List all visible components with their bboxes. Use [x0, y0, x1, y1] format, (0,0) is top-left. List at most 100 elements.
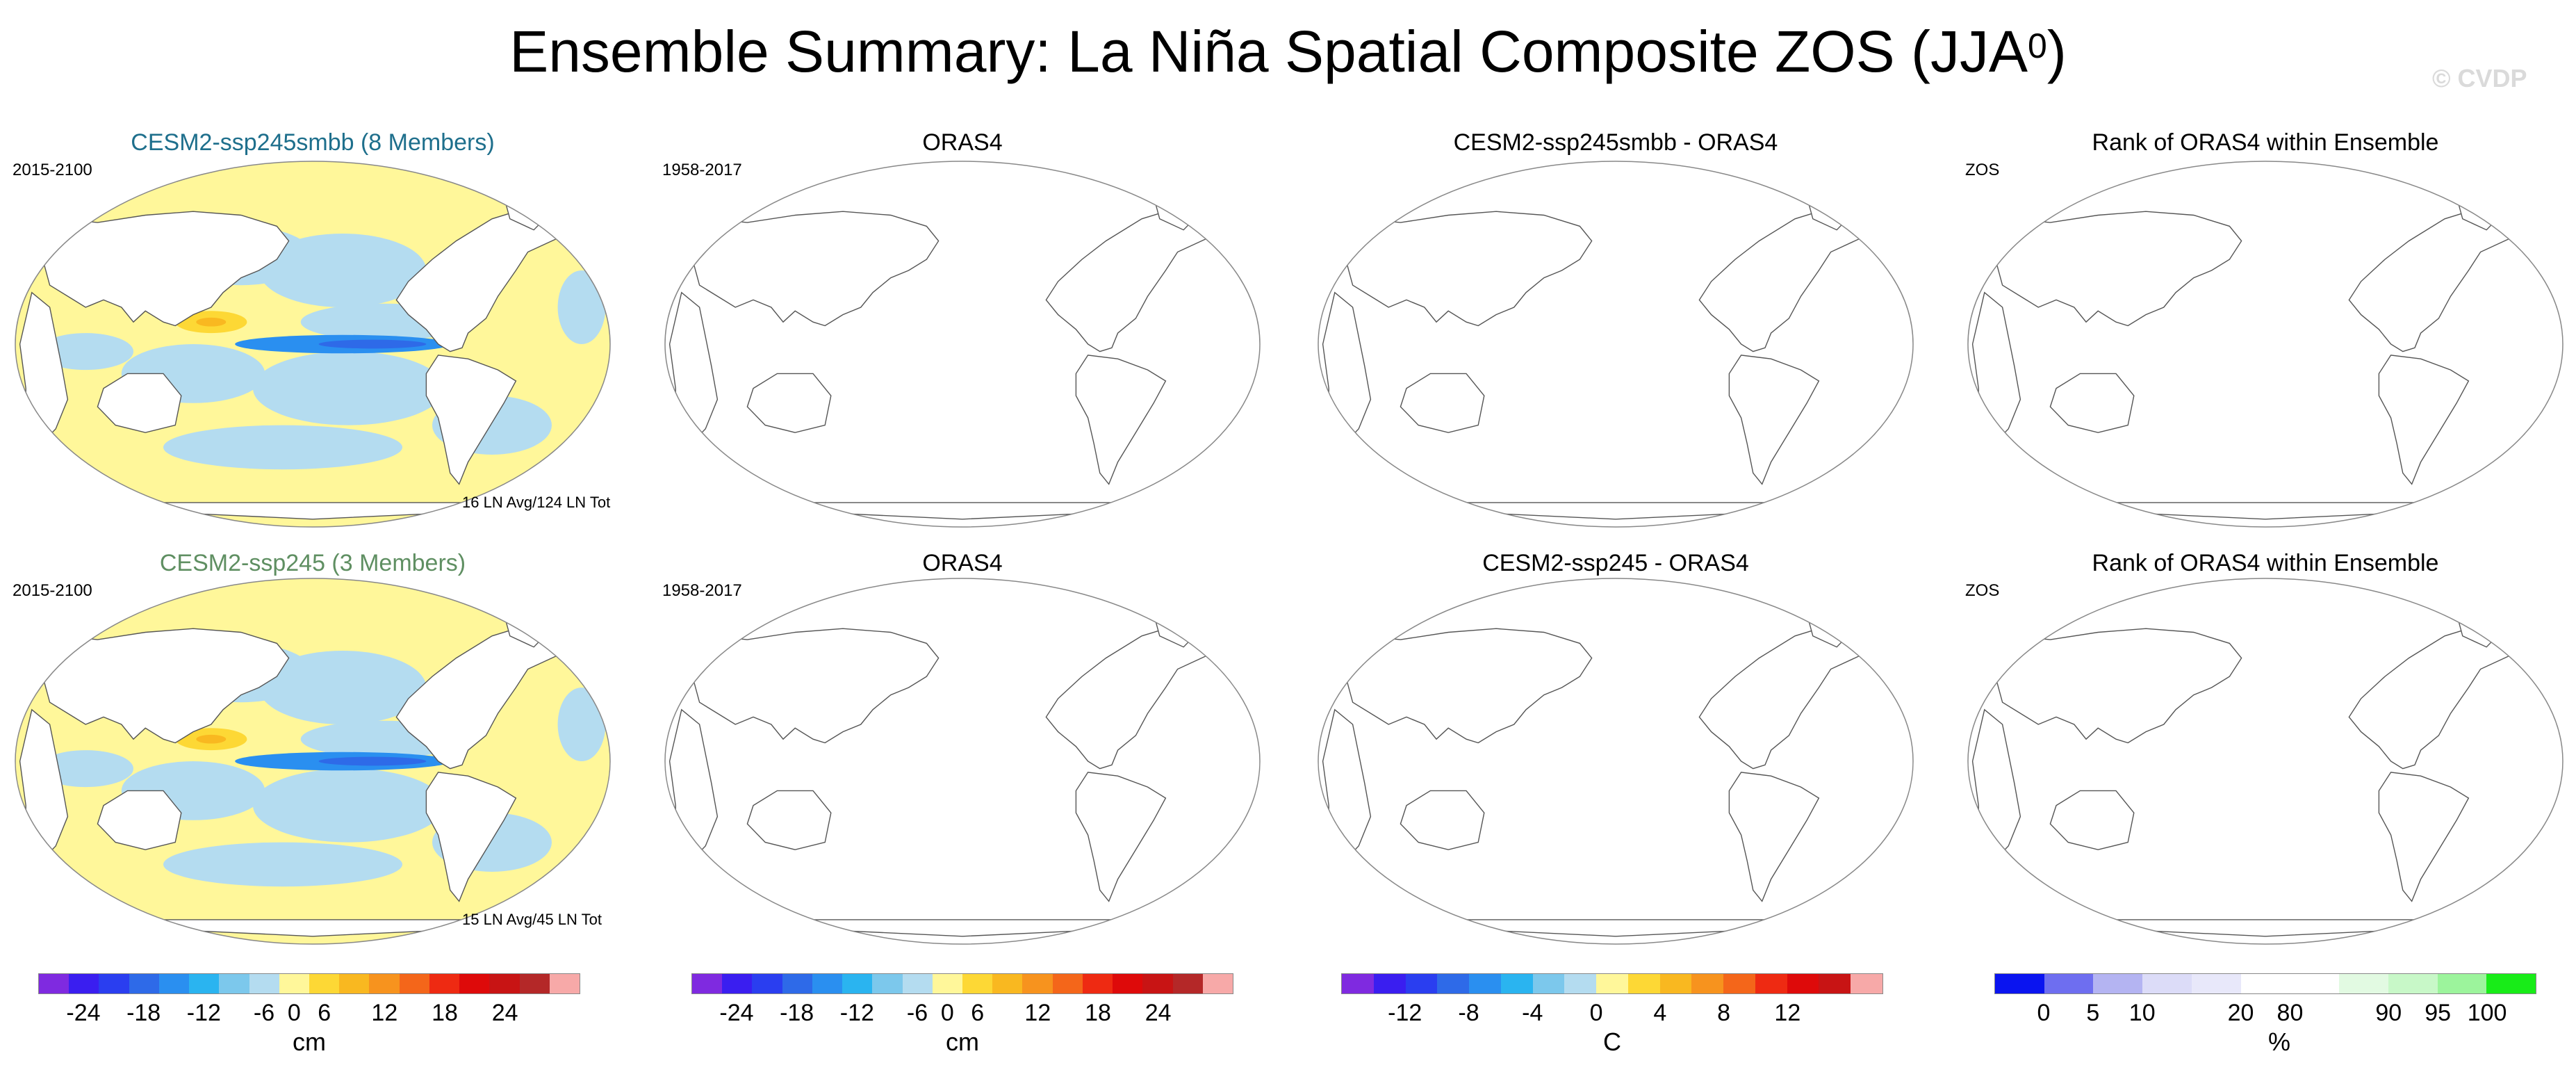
map-svg: [1967, 161, 2563, 528]
panel-title: ORAS4: [922, 550, 1003, 576]
colorbar-segment: [129, 974, 159, 993]
land-americas_s: [2378, 355, 2470, 485]
cold-tongue-core: [318, 756, 427, 766]
map-svg: [15, 161, 611, 528]
period-label: 2015-2100: [13, 581, 92, 600]
period-label: 1958-2017: [662, 581, 742, 600]
colorbar-segment: [962, 974, 993, 993]
map-svg: [664, 578, 1261, 945]
land-americas_n: [2348, 620, 2529, 770]
colorbar-tick-label: 10: [2128, 1000, 2156, 1026]
colorbar-segment: [2044, 974, 2094, 993]
colorbar-segment: [1469, 974, 1501, 993]
colorbar-tick-label: 24: [491, 1000, 518, 1026]
colorbar-segment: [1564, 974, 1597, 993]
colorbar-segment: [812, 974, 843, 993]
land-americas_s: [2378, 772, 2470, 902]
colorbar-segment: [1022, 974, 1053, 993]
colorbar-tick-label: 0: [940, 1000, 954, 1026]
land-antarctica: [723, 919, 1202, 937]
land-eurasia: [1328, 628, 1593, 744]
warm-pool-core: [196, 734, 227, 744]
period-label: ZOS: [1965, 581, 2000, 600]
colorbar-tick-label: 12: [1774, 1000, 1801, 1026]
negative-anomaly-region: [557, 688, 606, 761]
colorbar-segment: [752, 974, 782, 993]
colorbar-segment: [692, 974, 723, 993]
land-eurasia: [25, 628, 290, 744]
land-eurasia: [675, 628, 940, 744]
page-title: Ensemble Summary: La Niña Spatial Compos…: [0, 17, 2576, 86]
land-americas_s: [1728, 772, 1820, 902]
panel-title: ORAS4: [922, 129, 1003, 156]
map-border: [1318, 578, 1914, 945]
colorbar-segment: [1342, 974, 1374, 993]
colorbar-segment: [1691, 974, 1724, 993]
negative-anomaly-region: [163, 425, 402, 470]
colorbar-tick-label: -8: [1458, 1000, 1479, 1026]
land-australia: [1400, 790, 1485, 850]
map-panel: [14, 160, 612, 532]
period-label: ZOS: [1965, 161, 2000, 179]
colorbar-segment: [249, 974, 279, 993]
cold-tongue-core: [318, 339, 427, 349]
map-svg: [1318, 161, 1914, 528]
panel-title: CESM2-ssp245smbb (8 Members): [131, 129, 495, 156]
land-australia: [97, 790, 182, 850]
colorbar: [1994, 973, 2536, 994]
land-eurasia: [1978, 628, 2242, 744]
map-svg: [664, 161, 1261, 528]
land-eurasia: [1328, 211, 1593, 327]
event-count-label: 16 LN Avg/124 LN Tot: [462, 494, 611, 511]
colorbar-tick-label: 100: [2467, 1000, 2507, 1026]
colorbar-tick-label: -12: [186, 1000, 221, 1026]
colorbar-segment: [309, 974, 340, 993]
colorbar-tick-label: -6: [253, 1000, 275, 1026]
colorbar-segment: [1405, 974, 1438, 993]
colorbar-segment: [1437, 974, 1470, 993]
colorbar-tick-label: 20: [2227, 1000, 2254, 1026]
colorbar-segment: [1082, 974, 1113, 993]
colorbar-tick-label: -18: [780, 1000, 814, 1026]
page-title-text: Ensemble Summary: La Niña Spatial Compos…: [509, 19, 2028, 84]
colorbar: [691, 973, 1233, 994]
page-title-superscript: 0: [2028, 26, 2047, 65]
colorbar-segment: [872, 974, 903, 993]
colorbar-tick-label: -18: [126, 1000, 161, 1026]
map-svg: [15, 578, 611, 945]
land-americas_s: [1075, 772, 1167, 902]
colorbar-segment: [932, 974, 962, 993]
colorbar-tick-label: 12: [371, 1000, 398, 1026]
land-australia: [2049, 790, 2135, 850]
colorbar-segment: [39, 974, 69, 993]
land-antarctica: [723, 502, 1202, 520]
colorbar-tick-label: 0: [2037, 1000, 2051, 1026]
land-americas_s: [425, 772, 517, 902]
colorbar-tick-label: -24: [719, 1000, 754, 1026]
map-panel: [14, 577, 612, 949]
colorbar-segment: [1627, 974, 1660, 993]
colorbar-segment: [2339, 974, 2388, 993]
colorbar-segment: [1532, 974, 1565, 993]
land-americas_n: [395, 203, 577, 352]
map-panel: [664, 160, 1261, 532]
colorbar-segment: [842, 974, 873, 993]
panel-title: CESM2-ssp245 (3 Members): [159, 550, 466, 576]
period-label: 1958-2017: [662, 161, 742, 179]
land-africa: [1971, 708, 2021, 866]
land-americas_n: [1045, 620, 1227, 770]
land-eurasia: [675, 211, 940, 327]
map-border: [15, 578, 611, 945]
map-border: [664, 161, 1261, 528]
negative-anomaly-region: [259, 651, 427, 724]
map-panel: [664, 577, 1261, 949]
land-africa: [668, 291, 719, 448]
colorbar-segment: [189, 974, 220, 993]
colorbar-segment: [1995, 974, 2044, 993]
colorbar-segment: [2191, 974, 2241, 993]
colorbar-tick-label: 4: [1653, 1000, 1667, 1026]
land-antarctica: [1376, 919, 1855, 937]
colorbar-tick-label: 95: [2425, 1000, 2452, 1026]
colorbar-tick-label: 24: [1145, 1000, 1172, 1026]
map-svg: [1967, 578, 2563, 945]
